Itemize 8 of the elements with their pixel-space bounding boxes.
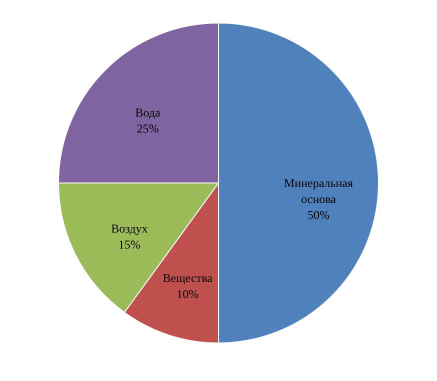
slice-label: Вода [135, 105, 162, 120]
data-label: 50% [308, 208, 330, 222]
data-label: 15% [118, 237, 140, 252]
slice-label: Минеральная основа [284, 176, 354, 206]
data-label: 10% [176, 287, 199, 302]
slice-label: Вещества [162, 271, 214, 286]
slice-label: Воздух [111, 221, 148, 236]
data-label: 25% [136, 121, 159, 136]
